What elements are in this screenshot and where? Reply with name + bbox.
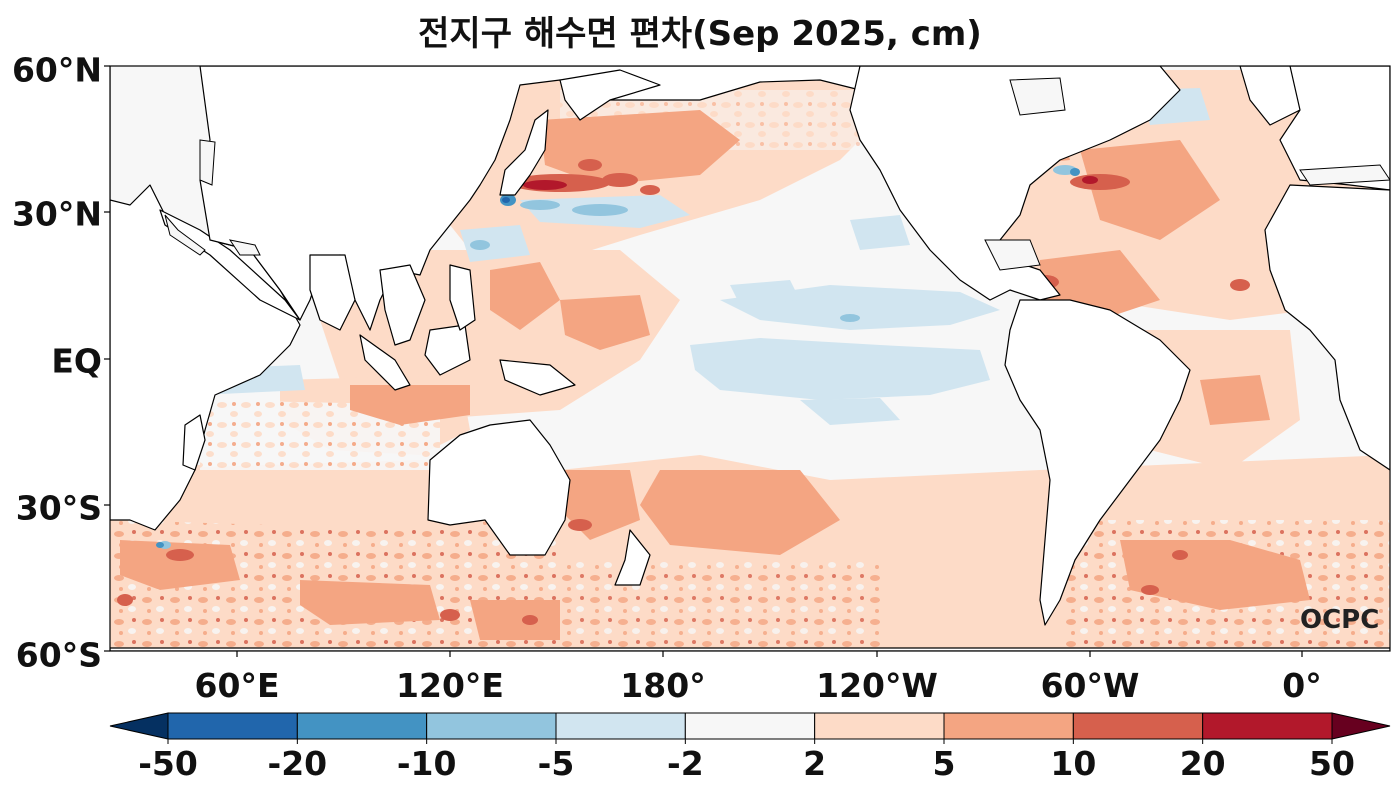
lat-label-30s: 30°S [15, 488, 102, 528]
west-africa [1264, 184, 1390, 471]
colorbar-tick-label: -20 [267, 744, 328, 783]
lon-label-60e: 60°E [194, 666, 280, 705]
colorbar-segment [555, 712, 686, 740]
ocpc-logo: OCPC [1300, 605, 1380, 635]
lon-label-0: 0° [1282, 666, 1322, 705]
madagascar [182, 414, 206, 471]
colorbar-extend-low [109, 712, 169, 740]
axis-ticks [104, 65, 1303, 657]
colorbar-segment [167, 712, 298, 740]
lon-label-120w: 120°W [816, 666, 938, 705]
colorbar-segment [1202, 712, 1333, 740]
antarctica-edge [110, 647, 1390, 651]
new-zealand [614, 529, 651, 586]
colorbar-tick-label: -50 [138, 744, 198, 783]
colorbar-segment [684, 712, 816, 740]
lat-label-60s: 60°S [15, 635, 102, 675]
negative-anomaly-extreme [502, 197, 510, 203]
hudson-bay [1009, 77, 1066, 116]
india [309, 254, 356, 331]
colorbar-tick-label: -2 [666, 744, 704, 783]
negative-anomaly-light [180, 88, 1210, 425]
mediterranean [1299, 164, 1390, 186]
gulf-of-mexico [984, 239, 1041, 271]
positive-anomaly-extreme [523, 176, 1098, 190]
lat-label-eq: EQ [51, 341, 102, 381]
colorbar-tick-label: 50 [1309, 744, 1355, 783]
colorbar-segment [943, 712, 1074, 740]
red-sea [164, 214, 206, 256]
inland-waters [164, 77, 1390, 271]
persian-gulf [228, 239, 261, 256]
sumatra [359, 334, 411, 391]
south-america [1004, 299, 1191, 626]
colorbar-segment [296, 712, 428, 740]
colorbar-extend-high [1331, 712, 1391, 740]
lon-label-120e: 120°E [396, 666, 504, 705]
colorbar [109, 712, 1391, 744]
positive-anomaly-moderate [120, 110, 1310, 640]
negative-anomaly-moderate [159, 165, 1077, 549]
australia [427, 419, 571, 556]
japan [499, 109, 549, 196]
new-guinea [499, 359, 576, 396]
map-title: 전지구 해수면 편차(Sep 2025, cm) [418, 14, 982, 54]
caspian-sea [199, 139, 216, 186]
colorbar-tick-label: -5 [537, 744, 575, 783]
map-field [110, 66, 1390, 651]
colorbar-segment [1072, 712, 1204, 740]
colorbar-segment [426, 712, 557, 740]
north-america [849, 66, 1181, 301]
lon-label-60w: 60°W [1040, 666, 1140, 705]
eurasia-landmass [199, 66, 861, 331]
lat-label-30n: 30°N [11, 194, 102, 234]
philippines [449, 264, 476, 331]
africa-landmass [110, 66, 301, 531]
colorbar-tick-label: 10 [1050, 744, 1097, 783]
colorbar-tick-label: 20 [1179, 744, 1226, 783]
colorbar-segment [814, 712, 945, 740]
lon-label-180: 180° [620, 666, 706, 705]
colorbar-tick-label: 5 [932, 744, 956, 783]
indochina [379, 264, 426, 346]
lat-label-60n: 60°N [11, 50, 102, 90]
kamchatka [559, 69, 661, 121]
colorbar-tick-label: 2 [803, 744, 827, 783]
land [110, 66, 1390, 651]
colorbar-tick-label: -10 [396, 744, 457, 783]
